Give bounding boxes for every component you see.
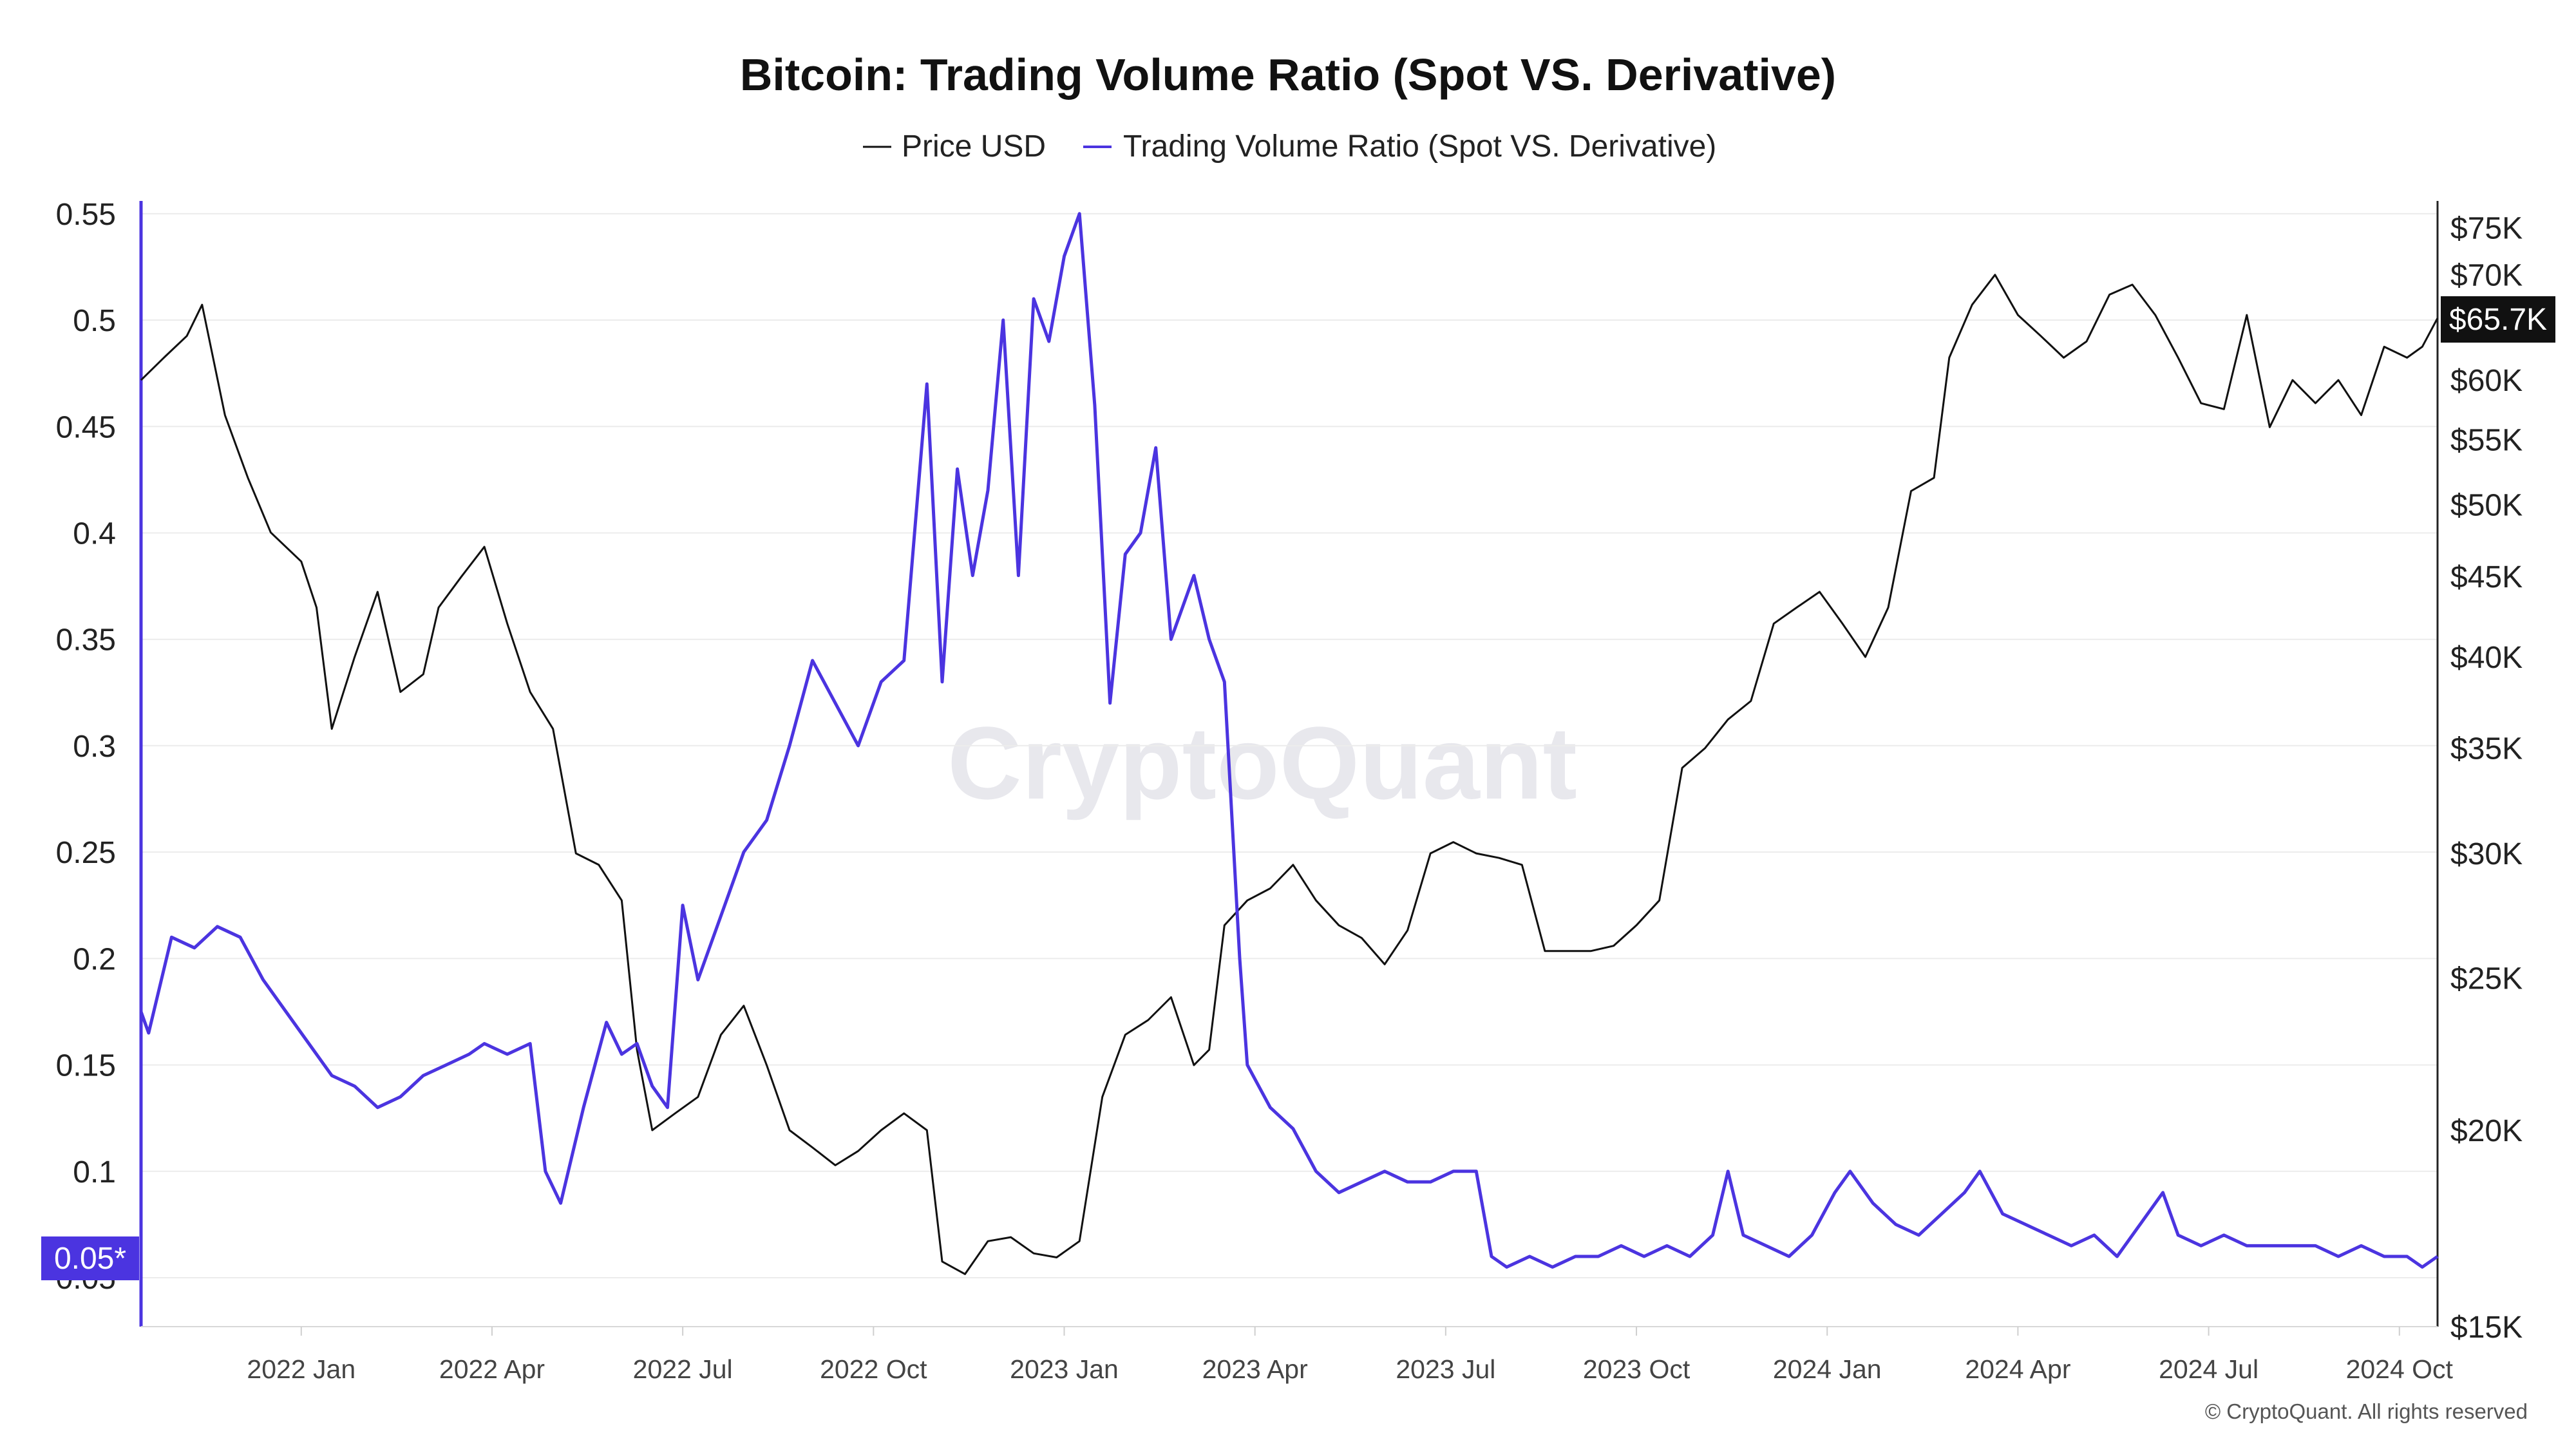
left-tick-label: 0.2 bbox=[73, 942, 116, 976]
x-tick-label: 2023 Jan bbox=[1010, 1354, 1119, 1384]
price-usd-line[interactable] bbox=[140, 274, 2439, 1275]
x-tick-label: 2023 Oct bbox=[1583, 1354, 1690, 1384]
right-tick-label: $35K bbox=[2450, 732, 2523, 766]
left-tick-label: 0.4 bbox=[73, 516, 116, 551]
left-badge-text: 0.05* bbox=[54, 1242, 126, 1276]
copyright: © CryptoQuant. All rights reserved bbox=[2205, 1399, 2528, 1423]
x-tick-label: 2024 Jan bbox=[1773, 1354, 1882, 1384]
x-tick-label: 2024 Jul bbox=[2159, 1354, 2259, 1384]
legend-item-ratio[interactable]: Trading Volume Ratio (Spot VS. Derivativ… bbox=[1083, 129, 1716, 164]
legend: Price USD Trading Volume Ratio (Spot VS.… bbox=[863, 129, 1716, 164]
right-tick-label: $50K bbox=[2450, 488, 2523, 522]
left-tick-label: 0.1 bbox=[73, 1155, 116, 1189]
left-tick-label: 0.35 bbox=[56, 623, 116, 658]
left-tick-label: 0.15 bbox=[56, 1049, 116, 1083]
left-tick-label: 0.45 bbox=[56, 410, 116, 444]
x-tick-label: 2023 Apr bbox=[1202, 1354, 1308, 1384]
right-tick-label: $45K bbox=[2450, 560, 2523, 594]
x-tick-label: 2024 Oct bbox=[2346, 1354, 2454, 1384]
trading-volume-ratio-line[interactable] bbox=[139, 212, 2439, 1269]
chart-title: Bitcoin: Trading Volume Ratio (Spot VS. … bbox=[740, 50, 1836, 100]
gridlines bbox=[141, 213, 2438, 1278]
x-tick-label: 2022 Jan bbox=[247, 1354, 355, 1384]
right-tick-label: $15K bbox=[2450, 1311, 2523, 1345]
x-tick-label: 2022 Oct bbox=[820, 1354, 927, 1384]
left-axis-ticks: 0.550.50.450.40.350.30.250.20.150.10.05 bbox=[56, 198, 116, 1296]
right-badge-text: $65.7K bbox=[2449, 303, 2547, 337]
right-axis-ticks: $75K $70K $60K $55K $50K $45K $40K $35K $30K $25K… bbox=[2450, 212, 2523, 1345]
right-tick-label: $55K bbox=[2450, 423, 2523, 457]
right-current-value-badge: $65.7K bbox=[2441, 296, 2555, 343]
x-axis-ticks: 2022 Jan 2022 Apr 2022 Jul 2022 Oct 2023 Jan… bbox=[247, 1327, 2454, 1384]
legend-label-ratio: Trading Volume Ratio (Spot VS. Derivativ… bbox=[1123, 129, 1716, 164]
x-tick-label: 2022 Jul bbox=[633, 1354, 733, 1384]
left-tick-label: 0.55 bbox=[56, 198, 116, 232]
right-tick-label: $70K bbox=[2450, 259, 2523, 293]
right-tick-label: $60K bbox=[2450, 364, 2523, 398]
x-tick-label: 2024 Apr bbox=[1965, 1354, 2070, 1384]
left-current-value-badge: 0.05* bbox=[41, 1236, 139, 1280]
legend-item-price[interactable]: Price USD bbox=[863, 129, 1046, 164]
x-tick-label: 2022 Apr bbox=[439, 1354, 545, 1384]
right-badge-background bbox=[2441, 296, 2555, 343]
x-tick-label: 2023 Jul bbox=[1396, 1354, 1495, 1384]
right-tick-label: $30K bbox=[2450, 837, 2523, 871]
left-tick-label: 0.5 bbox=[73, 304, 116, 338]
left-tick-label: 0.25 bbox=[56, 836, 116, 870]
right-tick-label: $25K bbox=[2450, 961, 2523, 996]
watermark: CryptoQuant bbox=[947, 705, 1577, 820]
legend-label-price: Price USD bbox=[902, 129, 1046, 164]
right-tick-label: $20K bbox=[2450, 1114, 2523, 1148]
left-badge-background bbox=[41, 1236, 139, 1280]
right-tick-label: $75K bbox=[2450, 212, 2523, 246]
right-tick-label: $40K bbox=[2450, 641, 2523, 675]
left-tick-label: 0.3 bbox=[73, 730, 116, 764]
